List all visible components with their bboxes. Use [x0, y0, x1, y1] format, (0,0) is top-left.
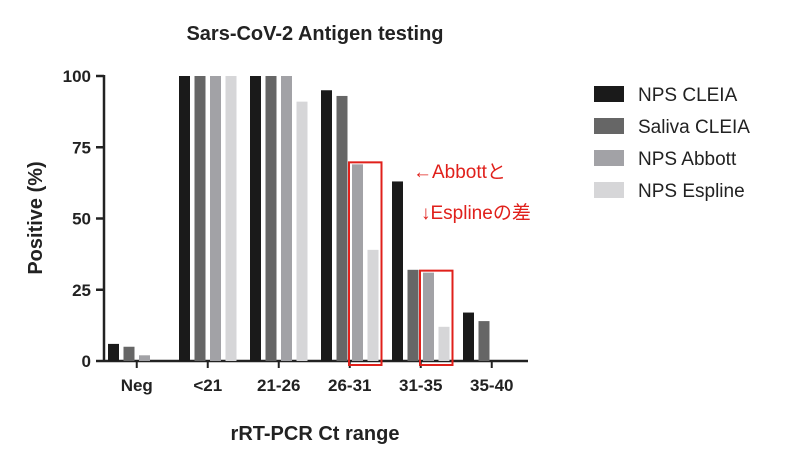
legend-swatch-0	[594, 86, 624, 102]
bar-0-0	[108, 343, 119, 361]
bar-0-3	[321, 90, 332, 361]
plot-area: 0 25 50 75 100 Neg <21 21-26 26-31 31-35 35-40	[63, 67, 528, 395]
annotation-espline: ↓Esplineの差	[421, 202, 531, 224]
bar-1-5	[478, 321, 490, 361]
bar-3-4	[438, 326, 450, 361]
bar-1-4	[407, 269, 419, 361]
legend-label-2: NPS Abbott	[638, 149, 737, 170]
x-tick-label: 35-40	[470, 376, 513, 395]
bar-3-2	[296, 101, 308, 362]
y-tick-label: 25	[72, 281, 91, 300]
legend-swatch-3	[594, 182, 624, 198]
x-tick-label: 21-26	[257, 376, 300, 395]
x-axis-label: rRT-PCR Ct range	[231, 423, 400, 445]
legend-swatch-2	[594, 150, 624, 166]
legend-label-1: Saliva CLEIA	[638, 117, 750, 138]
y-axis-label: Positive (%)	[25, 161, 47, 274]
legend-label-0: NPS CLEIA	[638, 85, 738, 106]
bar-2-1	[210, 76, 221, 361]
annotation-abbott: ←Abbottと	[413, 162, 506, 183]
bar-2-4	[423, 272, 434, 361]
x-tick-label: 31-35	[399, 376, 442, 395]
y-tick-label: 75	[72, 138, 91, 157]
bar-0-4	[392, 181, 403, 361]
bar-1-1	[194, 76, 206, 361]
x-tick-label: 26-31	[328, 376, 371, 395]
chart-title: Sars-CoV-2 Antigen testing	[186, 23, 443, 45]
bar-2-2	[281, 76, 292, 361]
bar-1-0	[123, 346, 135, 361]
y-tick-label: 100	[63, 67, 91, 86]
bar-1-3	[336, 95, 348, 361]
legend-label-3: NPS Espline	[638, 181, 745, 202]
x-tick-label: Neg	[121, 376, 153, 395]
bar-0-1	[179, 76, 190, 361]
bar-3-3	[367, 249, 379, 361]
y-tick-label: 50	[72, 210, 91, 229]
highlight-box-0	[348, 161, 383, 366]
legend-swatch-1	[594, 118, 624, 134]
x-tick-label: <21	[193, 376, 222, 395]
bar-2-3	[352, 164, 363, 361]
legend: NPS CLEIA Saliva CLEIA NPS Abbott NPS Espli…	[594, 85, 750, 202]
bar-0-5	[463, 312, 474, 361]
highlight-box-1	[419, 269, 454, 366]
bar-3-1	[225, 76, 237, 361]
bar-0-2	[250, 76, 261, 361]
y-tick-label: 0	[82, 352, 91, 371]
bar-2-0	[139, 355, 150, 361]
bar-1-2	[265, 76, 277, 361]
